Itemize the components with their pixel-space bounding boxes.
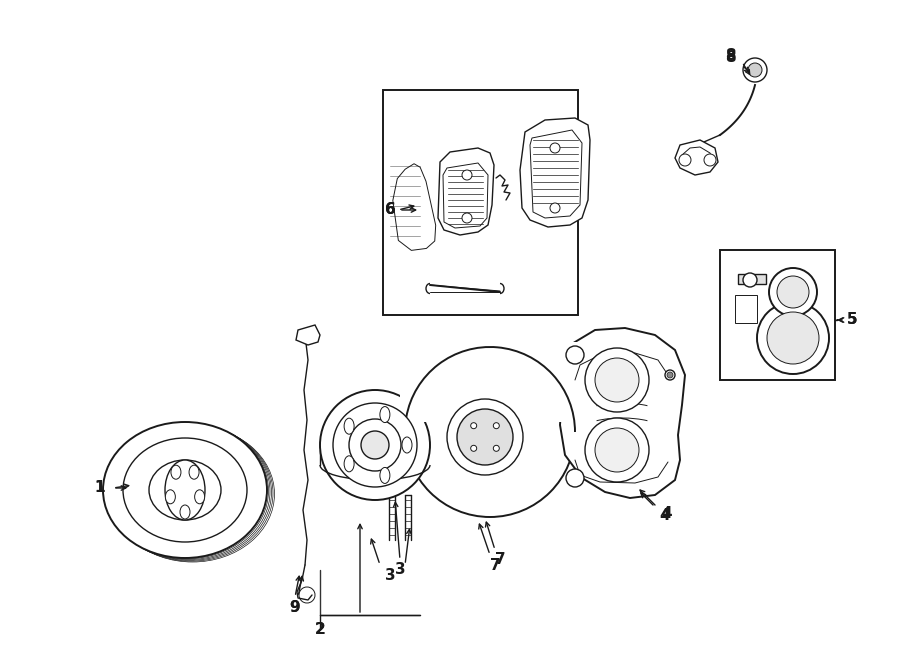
Bar — [383, 90, 578, 315]
Ellipse shape — [767, 312, 819, 364]
Ellipse shape — [585, 348, 649, 412]
Text: 2: 2 — [315, 623, 326, 637]
Ellipse shape — [405, 347, 575, 517]
Text: 5: 5 — [847, 313, 858, 327]
Ellipse shape — [104, 423, 268, 559]
Ellipse shape — [194, 490, 204, 504]
Text: 8: 8 — [724, 48, 735, 63]
Circle shape — [566, 469, 584, 487]
Ellipse shape — [109, 425, 273, 561]
Ellipse shape — [447, 399, 523, 475]
Circle shape — [550, 143, 560, 153]
Text: 5: 5 — [847, 313, 858, 327]
Polygon shape — [443, 163, 488, 228]
Ellipse shape — [344, 456, 354, 472]
Ellipse shape — [457, 409, 513, 465]
Text: 9: 9 — [290, 600, 301, 615]
Ellipse shape — [380, 407, 390, 422]
Polygon shape — [400, 342, 580, 422]
Ellipse shape — [757, 302, 829, 374]
Circle shape — [748, 63, 762, 77]
Ellipse shape — [149, 460, 221, 520]
Text: 3: 3 — [384, 568, 395, 582]
Ellipse shape — [171, 465, 181, 479]
Ellipse shape — [344, 418, 354, 434]
Ellipse shape — [777, 276, 809, 308]
Circle shape — [667, 372, 673, 378]
Text: 9: 9 — [290, 600, 301, 615]
Ellipse shape — [380, 467, 390, 483]
Text: 2: 2 — [315, 623, 326, 637]
Text: 7: 7 — [495, 553, 505, 568]
Ellipse shape — [123, 438, 247, 542]
Text: 3: 3 — [395, 563, 405, 578]
Ellipse shape — [361, 431, 389, 459]
Circle shape — [462, 170, 472, 180]
Text: 6: 6 — [384, 202, 395, 217]
Ellipse shape — [769, 268, 817, 316]
Circle shape — [462, 213, 472, 223]
Circle shape — [471, 422, 477, 429]
Ellipse shape — [106, 424, 270, 560]
Ellipse shape — [111, 426, 274, 562]
Bar — [735, 295, 757, 323]
Ellipse shape — [107, 424, 272, 561]
Circle shape — [471, 446, 477, 451]
Bar — [720, 250, 835, 380]
Ellipse shape — [349, 419, 401, 471]
Text: 1: 1 — [94, 481, 105, 496]
Circle shape — [493, 422, 500, 429]
Text: 4: 4 — [662, 506, 672, 520]
Circle shape — [665, 370, 675, 380]
Polygon shape — [438, 148, 494, 235]
Polygon shape — [296, 325, 320, 345]
Ellipse shape — [402, 437, 412, 453]
Ellipse shape — [166, 490, 176, 504]
Circle shape — [493, 446, 500, 451]
Ellipse shape — [103, 422, 267, 558]
Ellipse shape — [320, 390, 430, 500]
Circle shape — [566, 346, 584, 364]
Polygon shape — [675, 140, 718, 175]
Ellipse shape — [595, 428, 639, 472]
Text: 4: 4 — [660, 508, 670, 522]
Polygon shape — [520, 118, 590, 227]
Polygon shape — [530, 130, 582, 218]
Circle shape — [743, 273, 757, 287]
Text: 8: 8 — [724, 50, 735, 65]
Ellipse shape — [180, 505, 190, 519]
Text: 7: 7 — [490, 557, 500, 572]
Circle shape — [704, 154, 716, 166]
Ellipse shape — [585, 418, 649, 482]
Ellipse shape — [165, 460, 205, 520]
Circle shape — [550, 203, 560, 213]
Ellipse shape — [595, 358, 639, 402]
Bar — [738, 274, 766, 284]
Circle shape — [743, 58, 767, 82]
Ellipse shape — [189, 465, 199, 479]
Polygon shape — [560, 328, 685, 498]
Text: 1: 1 — [94, 481, 105, 496]
Polygon shape — [392, 164, 436, 251]
Circle shape — [679, 154, 691, 166]
Text: 6: 6 — [384, 202, 395, 217]
Ellipse shape — [333, 403, 417, 487]
